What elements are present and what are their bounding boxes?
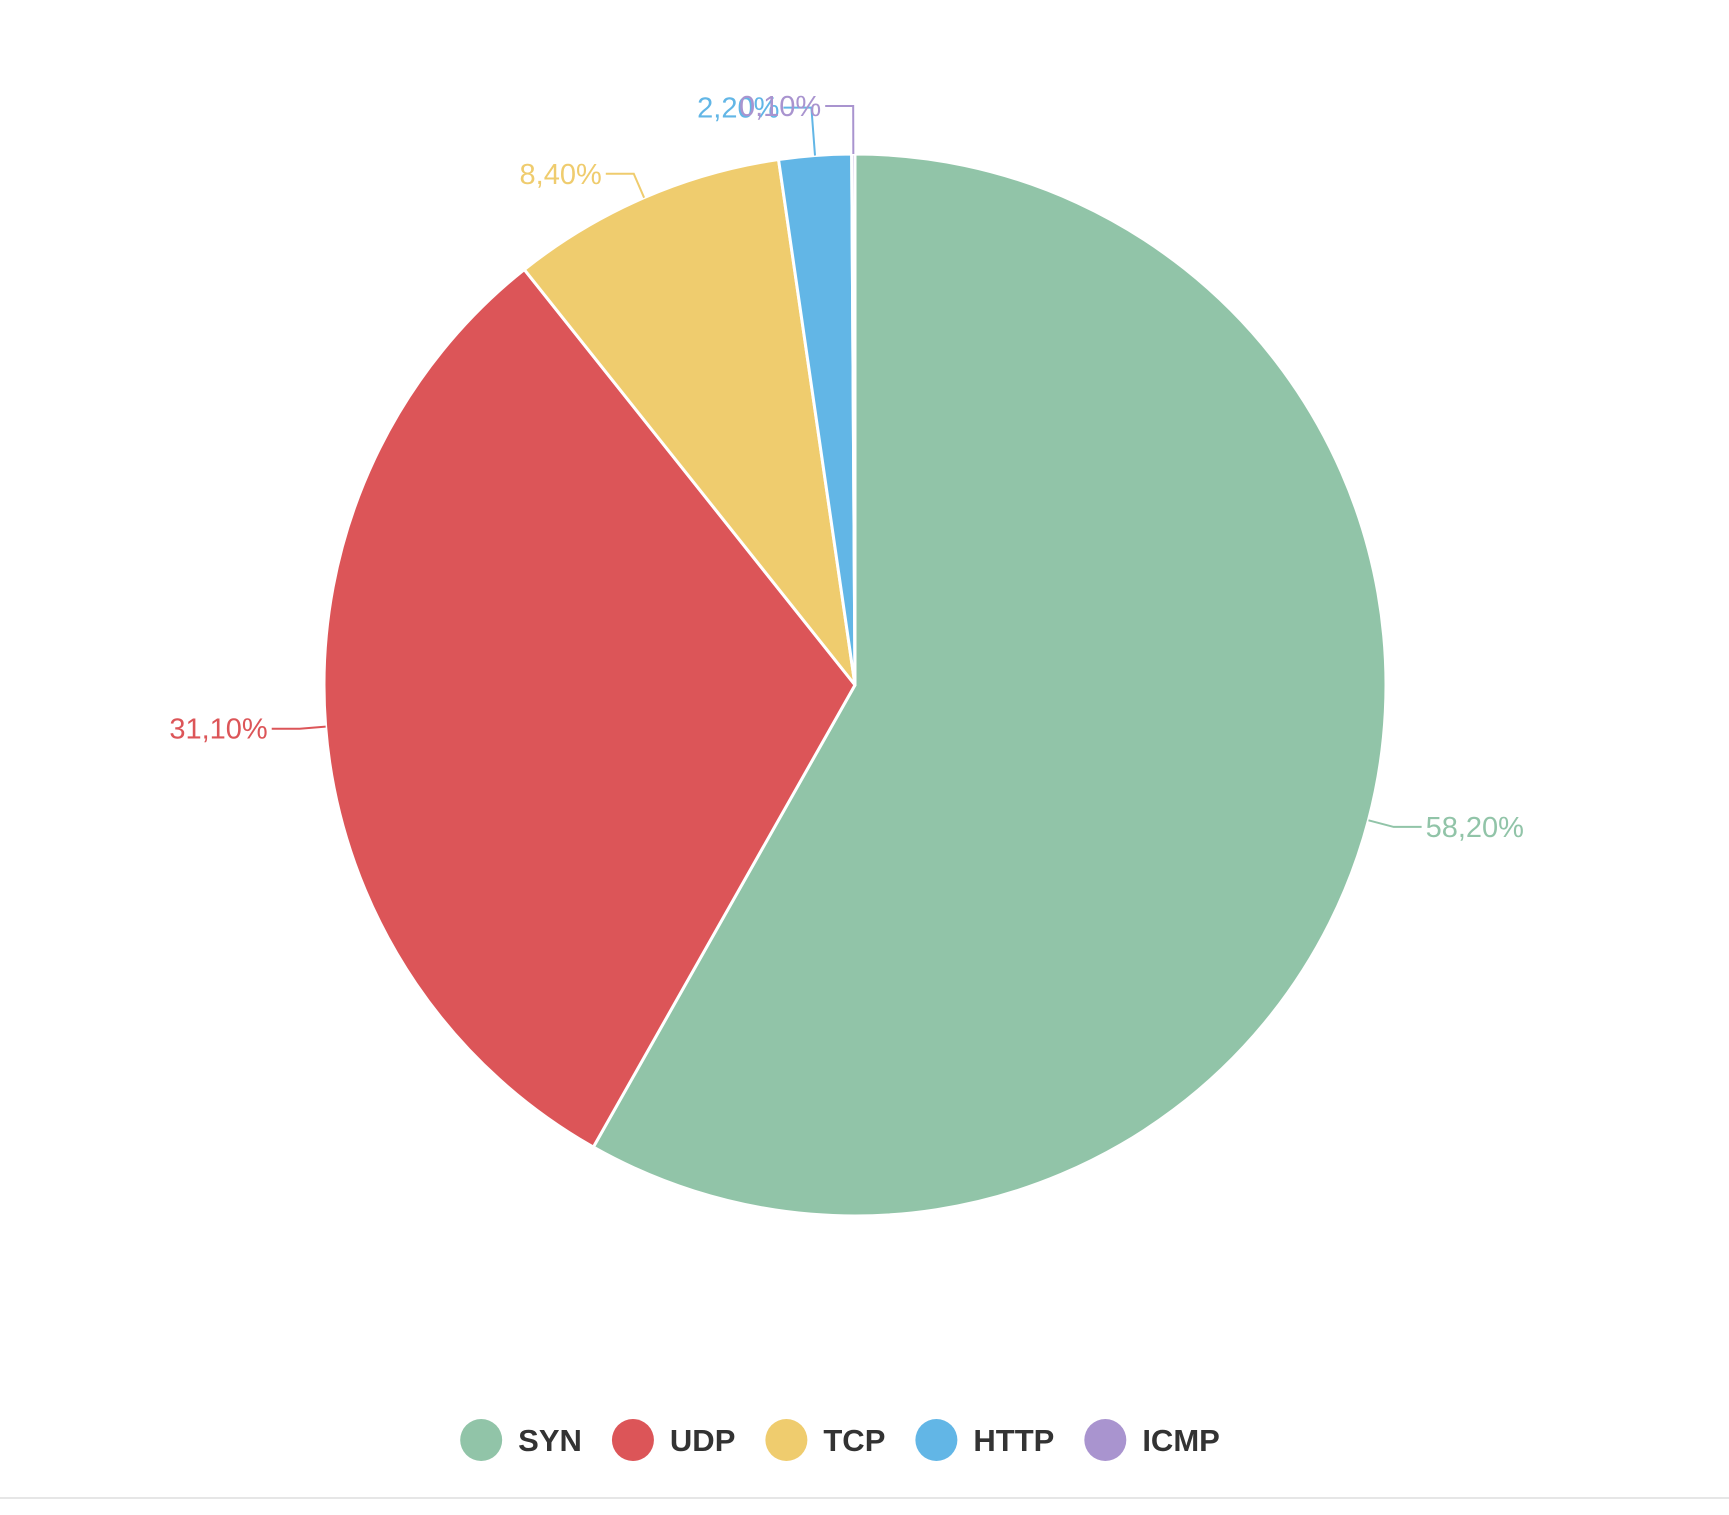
label-leader-lines bbox=[271, 105, 1422, 828]
legend-item-syn[interactable]: SYN bbox=[460, 1419, 582, 1461]
legend-label-http: HTTP bbox=[973, 1423, 1054, 1458]
legend-swatch-syn bbox=[460, 1419, 503, 1461]
data-labels: 58,20% 31,10% 8,40% 2,20%0,10% bbox=[169, 91, 1524, 844]
legend-swatch-udp bbox=[611, 1419, 654, 1461]
legend: SYN UDP TCP HTTP ICMP bbox=[460, 1419, 1220, 1461]
legend-item-icmp[interactable]: ICMP bbox=[1084, 1419, 1220, 1461]
data-label-udp: 31,10% bbox=[169, 714, 267, 746]
legend-label-udp: UDP bbox=[670, 1423, 735, 1458]
data-label-http: 2,20% bbox=[697, 93, 779, 125]
data-label-tcp: 8,40% bbox=[520, 159, 602, 191]
leader-line-tcp bbox=[605, 172, 646, 199]
pie-slice-udp[interactable] bbox=[322, 268, 857, 1149]
leader-line-syn bbox=[1368, 819, 1422, 828]
pie-slice-tcp[interactable] bbox=[522, 158, 857, 687]
leader-line-icmp bbox=[825, 105, 855, 155]
leader-line-udp bbox=[271, 725, 326, 730]
legend-item-tcp[interactable]: TCP bbox=[765, 1419, 885, 1461]
legend-item-udp[interactable]: UDP bbox=[611, 1419, 735, 1461]
data-label-icmp: 0,10% bbox=[739, 91, 821, 123]
legend-label-syn: SYN bbox=[518, 1423, 582, 1458]
pie-slices bbox=[322, 152, 1388, 1218]
legend-label-icmp: ICMP bbox=[1142, 1423, 1220, 1458]
pie-slice-syn[interactable] bbox=[591, 152, 1388, 1218]
legend-swatch-tcp bbox=[765, 1419, 808, 1461]
legend-swatch-http bbox=[915, 1419, 958, 1461]
legend-label-tcp: TCP bbox=[823, 1423, 885, 1458]
legend-swatch-icmp bbox=[1084, 1419, 1127, 1461]
bottom-divider bbox=[0, 1497, 1729, 1499]
data-label-syn: 58,20% bbox=[1426, 812, 1524, 844]
legend-item-http[interactable]: HTTP bbox=[915, 1419, 1054, 1461]
leader-line-http bbox=[783, 106, 816, 156]
